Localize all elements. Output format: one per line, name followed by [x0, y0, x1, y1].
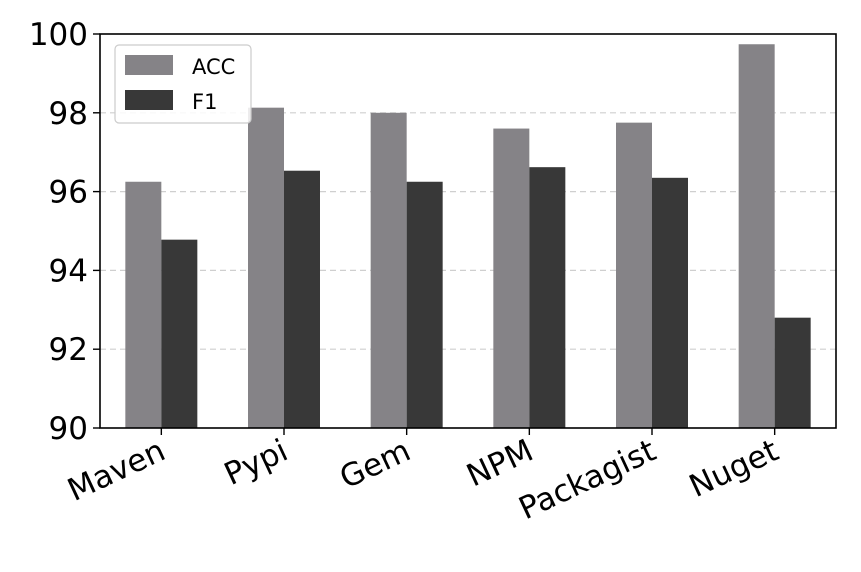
- x-tick-label: Pypi: [219, 433, 293, 493]
- bar-f1-pypi: [284, 170, 320, 428]
- legend-swatch-f1: [125, 90, 173, 110]
- y-tick-label: 100: [29, 17, 88, 53]
- legend-label-f1: F1: [192, 90, 217, 114]
- plot-frame: [99, 33, 837, 429]
- bar-f1-nuget: [774, 317, 811, 428]
- legend-swatch-acc: [125, 55, 173, 75]
- legend-label-acc: ACC: [192, 55, 235, 79]
- bar-acc-gem: [370, 112, 407, 429]
- bar-acc-maven: [125, 181, 162, 428]
- y-tick-label: 92: [49, 332, 88, 368]
- x-tick-label: NPM: [461, 433, 538, 495]
- y-tick-label: 90: [49, 411, 88, 447]
- bar-f1-gem: [406, 181, 443, 428]
- bar-acc-packagist: [616, 122, 652, 429]
- x-tick-label: Gem: [334, 433, 416, 497]
- x-tick-label: Packagist: [514, 433, 662, 527]
- legend: ACC F1: [114, 44, 252, 124]
- bar-acc-pypi: [248, 107, 284, 428]
- bar-f1-packagist: [652, 177, 688, 428]
- y-axis: 90 92 94 96 98 100: [29, 17, 100, 447]
- x-tick-label: Nuget: [684, 433, 784, 505]
- bar-f1-npm: [529, 167, 566, 428]
- bar-acc-nuget: [738, 44, 775, 429]
- grid-lines: [100, 112, 836, 350]
- y-tick-label: 94: [49, 253, 88, 289]
- y-tick-label: 96: [49, 175, 88, 211]
- bar-f1-maven: [161, 239, 198, 428]
- y-tick-label: 98: [49, 96, 88, 132]
- bars: [125, 44, 811, 429]
- bar-acc-npm: [493, 128, 530, 428]
